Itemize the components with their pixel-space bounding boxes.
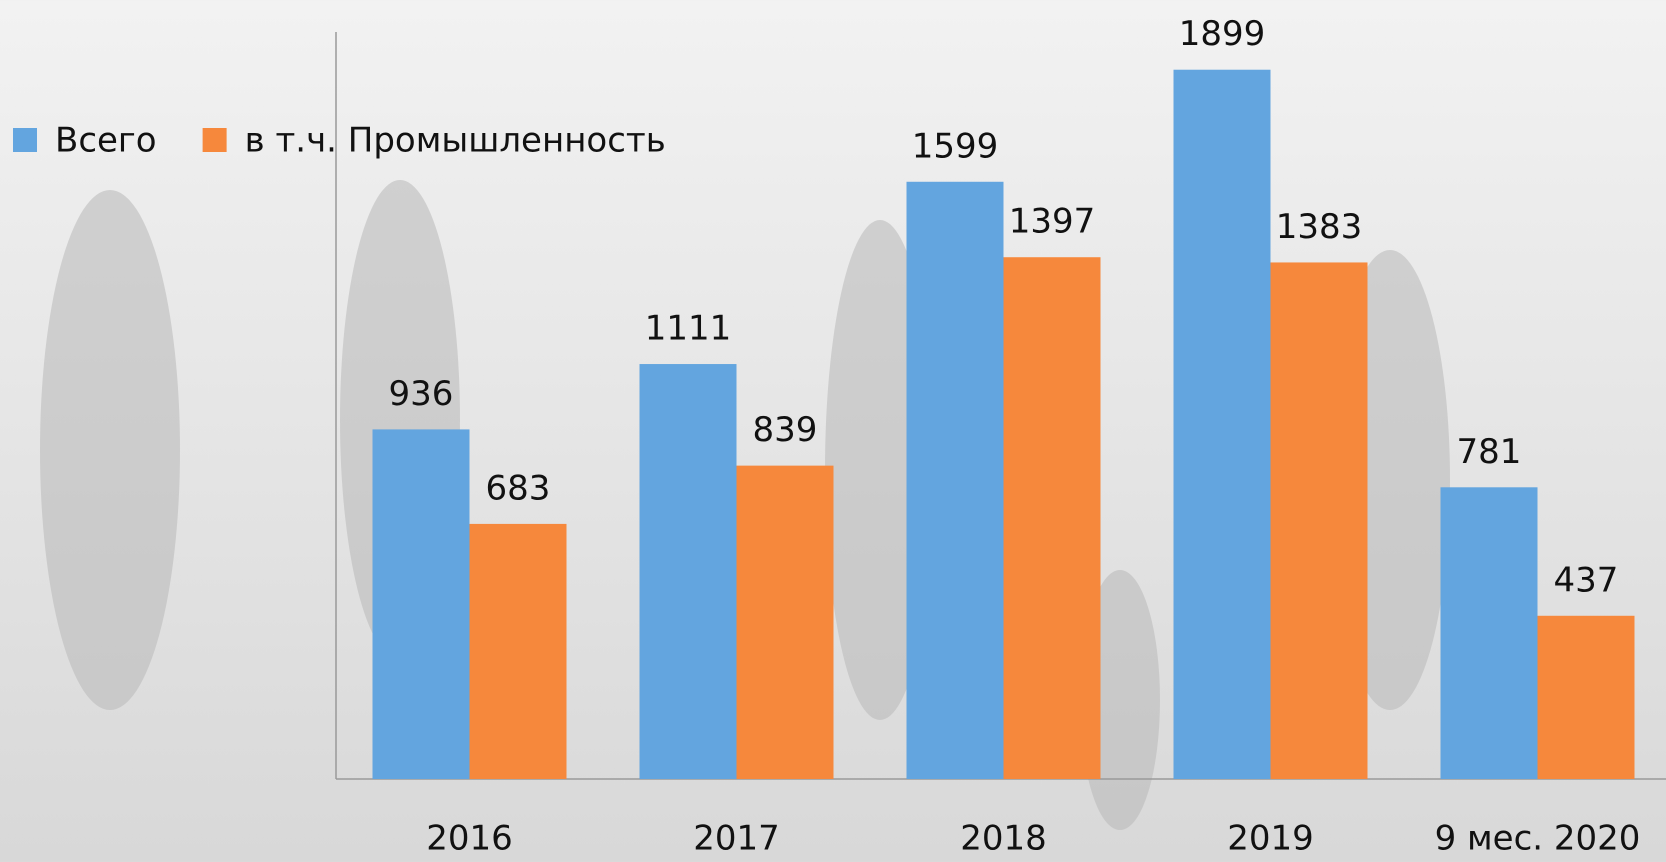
data-label: 936 bbox=[389, 374, 454, 414]
bar bbox=[372, 429, 470, 779]
data-label: 1599 bbox=[912, 126, 999, 166]
bar bbox=[736, 465, 834, 779]
legend-swatch bbox=[202, 128, 227, 152]
bar bbox=[1270, 262, 1368, 780]
legend-label: в т.ч. Промышленность bbox=[245, 121, 666, 161]
data-label: 437 bbox=[1554, 560, 1619, 600]
data-label: 1899 bbox=[1179, 14, 1266, 54]
bar bbox=[1537, 615, 1635, 779]
bar bbox=[1173, 69, 1271, 779]
data-label: 1111 bbox=[645, 309, 732, 349]
bar bbox=[906, 181, 1004, 779]
legend-swatch bbox=[13, 128, 37, 152]
x-tick-label: 9 мес. 2020 bbox=[1435, 819, 1641, 859]
data-label: 683 bbox=[486, 468, 551, 508]
x-tick-label: 2018 bbox=[960, 819, 1047, 859]
data-label: 781 bbox=[1457, 432, 1522, 472]
data-label: 1383 bbox=[1276, 207, 1363, 247]
bar bbox=[1003, 257, 1101, 780]
x-tick-label: 2019 bbox=[1227, 819, 1314, 859]
data-label: 839 bbox=[753, 410, 818, 450]
data-label: 1397 bbox=[1009, 202, 1096, 242]
legend-label: Всего bbox=[55, 121, 157, 161]
x-tick-label: 2017 bbox=[693, 819, 780, 859]
x-tick-label: 2016 bbox=[426, 819, 513, 859]
bar bbox=[469, 523, 567, 779]
bar bbox=[1440, 487, 1538, 779]
bar bbox=[639, 364, 737, 779]
